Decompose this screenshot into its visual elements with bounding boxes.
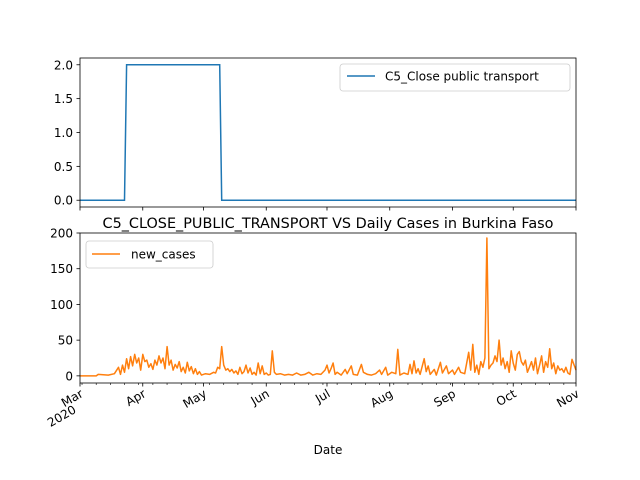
bottom-y-tick-label: 0 <box>65 369 73 383</box>
bottom-legend-label: new_cases <box>131 248 196 262</box>
top-legend-box <box>339 63 571 92</box>
top-legend: C5_Close public transport <box>339 63 571 92</box>
top-axes-frame <box>79 57 577 208</box>
bottom-series-line <box>80 237 577 377</box>
top-y-tick-label: 2.0 <box>54 58 73 72</box>
top-subplot: 0.0 0.5 1.0 1.5 2.0 C5_Close public transpor… <box>54 57 577 211</box>
bottom-y-tick-label: 50 <box>58 334 73 348</box>
bottom-x-tick-label: Jul <box>312 386 332 406</box>
top-y-tick-label: 1.0 <box>54 126 73 140</box>
bottom-y-tick-label: 200 <box>50 227 73 241</box>
x-axis-label: Date <box>314 443 343 457</box>
bottom-legend: new_cases <box>85 240 214 269</box>
chart-title: C5_CLOSE_PUBLIC_TRANSPORT VS Daily Cases… <box>103 216 554 232</box>
top-legend-label: C5_Close public transport <box>385 70 539 84</box>
top-series-line <box>80 64 576 201</box>
top-y-tick-label: 0.0 <box>54 194 73 208</box>
top-y-tick-label: 1.5 <box>54 92 73 106</box>
bottom-legend-box <box>85 240 214 269</box>
bottom-y-tick-label: 100 <box>50 298 73 312</box>
bottom-axes-frame <box>79 232 577 384</box>
bottom-y-tick-label: 150 <box>50 262 73 276</box>
top-y-tick-label: 0.5 <box>54 160 73 174</box>
